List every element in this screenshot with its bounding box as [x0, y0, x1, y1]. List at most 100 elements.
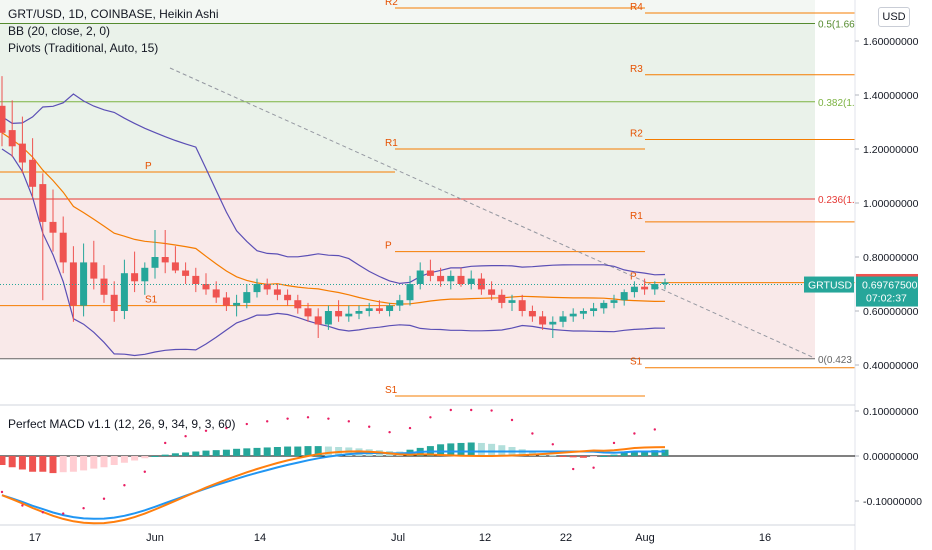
candle-body: [314, 316, 322, 325]
currency-button[interactable]: USD: [878, 7, 910, 27]
candle-body: [39, 184, 47, 222]
macd-histogram-bar: [131, 456, 139, 461]
macd-histogram-bar: [151, 456, 159, 457]
macd-histogram-bar: [263, 447, 271, 456]
candle-body: [69, 262, 77, 306]
macd-tick-label: 0.00000000: [863, 451, 919, 463]
candle-body: [100, 278, 108, 295]
macd-dot: [612, 441, 616, 445]
macd-histogram-bar: [0, 456, 6, 465]
trend-line: [169, 67, 813, 358]
price-tick-label: 1.60000000: [863, 36, 919, 48]
time-tick-label: 22: [560, 532, 572, 544]
candle-body: [131, 273, 139, 282]
symbol-tag: [804, 276, 854, 293]
candle-body: [386, 305, 394, 311]
candle-body: [80, 262, 88, 306]
candle-body: [8, 130, 16, 147]
bb-lower-band: [1, 148, 666, 357]
macd-dot: [123, 484, 126, 487]
macd-dot: [653, 428, 656, 431]
price-tick-label: 0.40000000: [863, 360, 919, 372]
macd-histogram-bar: [641, 450, 649, 456]
pivot-label: S1: [385, 385, 398, 396]
macd-histogram-bar: [457, 442, 465, 456]
macd-histogram-bar: [488, 443, 496, 456]
time-tick-label: 12: [479, 532, 491, 544]
macd-histogram-bar: [294, 446, 302, 456]
last-price-label: 0.69767500: [862, 280, 918, 292]
candle-body: [182, 270, 190, 276]
macd-histogram-bar: [192, 451, 200, 456]
macd-histogram-bar: [284, 446, 292, 456]
macd-dot: [82, 507, 85, 510]
bb-legend: BB (20, close, 2, 0): [8, 24, 111, 38]
macd-dot: [531, 432, 534, 435]
macd-histogram-bar: [182, 452, 190, 456]
candle-body: [294, 300, 302, 309]
macd-histogram-bar: [161, 454, 169, 456]
price-tick-label: 1.40000000: [863, 90, 919, 102]
macd-dot: [266, 420, 269, 423]
candle-body: [243, 292, 251, 303]
bb-upper-band: [1, 93, 666, 285]
candle-body: [630, 286, 638, 293]
candle-body: [212, 289, 220, 298]
macd-dot: [572, 467, 575, 471]
bb-basis-line: [1, 132, 666, 305]
chart-legend: GRT/USD, 1D, COINBASE, Heikin Ashi BB (2…: [8, 6, 219, 57]
macd-histogram-bar: [49, 456, 57, 474]
macd-dot: [368, 425, 371, 428]
time-tick-label: Aug: [635, 532, 655, 544]
candle-body: [324, 311, 332, 325]
candle-body: [233, 302, 241, 306]
candle-body: [488, 289, 496, 295]
macd-histogram-bar: [110, 456, 118, 465]
macd-histogram-bar: [253, 447, 261, 456]
candle-body: [90, 262, 98, 279]
fib-zone-top: [0, 0, 815, 24]
candle-body: [559, 316, 567, 322]
macd-histogram-bar: [569, 456, 577, 458]
macd-dot: [21, 504, 24, 507]
time-tick-label: Jun: [146, 532, 164, 544]
macd-tick-label: 0.10000000: [863, 406, 919, 418]
candle-body: [161, 257, 169, 263]
macd-histogram-bar: [477, 442, 485, 456]
candle-body: [0, 105, 6, 133]
macd-histogram-bar: [212, 450, 220, 456]
fib-zone-green: [0, 23, 815, 199]
candle-body: [508, 300, 516, 303]
macd-histogram-bar: [80, 456, 88, 471]
candle-body: [273, 289, 281, 295]
price-tick-label: 1.20000000: [863, 144, 919, 156]
macd-dot: [41, 511, 44, 514]
candle-body: [110, 294, 118, 311]
symbol-legend: GRT/USD, 1D, COINBASE, Heikin Ashi: [8, 7, 219, 21]
time-tick-label: 16: [759, 532, 771, 544]
candle-body: [528, 311, 536, 317]
pivot-label: R1: [385, 138, 398, 149]
fib-label: 0.382(1.: [818, 98, 855, 109]
pivot-label: R3: [630, 64, 643, 75]
candle-body: [477, 278, 485, 290]
pivot-label: R2: [385, 0, 398, 8]
macd-dot: [143, 470, 146, 473]
time-tick-label: 14: [254, 532, 266, 544]
candle-body: [29, 159, 37, 187]
macd-histogram-bar: [661, 449, 669, 456]
macd-histogram-bar: [39, 456, 47, 472]
price-tick-label: 1.00000000: [863, 198, 919, 210]
macd-histogram-bar: [273, 447, 281, 456]
macd-histogram-bar: [304, 446, 312, 456]
macd-histogram-bar: [59, 456, 67, 473]
macd-dot: [184, 435, 187, 438]
macd-histogram-bar: [69, 456, 77, 472]
candle-body: [304, 308, 312, 317]
macd-dot: [0, 490, 4, 494]
macd-tick-label: -0.10000000: [863, 496, 922, 508]
macd-dot: [510, 418, 514, 422]
countdown-label: 07:02:37: [866, 293, 907, 305]
candle-body: [447, 275, 455, 282]
